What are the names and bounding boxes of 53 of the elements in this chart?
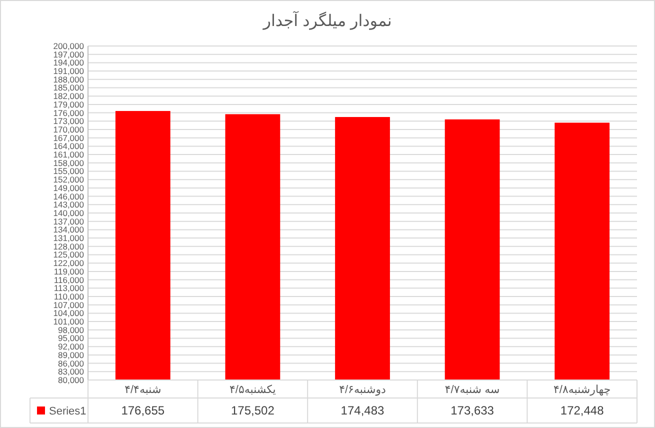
data-label: 173,633 xyxy=(450,404,494,418)
y-tick-label: 164,000 xyxy=(53,141,84,152)
y-tick-label: 128,000 xyxy=(53,241,84,252)
y-tick-label: 125,000 xyxy=(53,250,84,260)
x-tick-label: دوشنبه۴/۶ xyxy=(339,384,386,396)
y-tick-label: 200,000 xyxy=(53,40,84,51)
y-tick-label: 182,000 xyxy=(53,91,84,102)
x-tick-label: چهارشنبه۴/۸ xyxy=(554,384,611,396)
y-tick-label: 179,000 xyxy=(53,99,84,110)
y-tick-label: 122,000 xyxy=(53,258,84,268)
y-tick-label: 101,000 xyxy=(53,316,84,327)
data-label: 174,483 xyxy=(340,404,385,418)
y-tick-label: 98,000 xyxy=(58,324,84,335)
y-tick-label: 197,000 xyxy=(53,49,84,60)
data-label: 172,448 xyxy=(560,404,604,418)
y-tick-label: 173,000 xyxy=(53,116,84,126)
y-tick-label: 119,000 xyxy=(54,266,84,276)
y-tick-label: 176,000 xyxy=(53,108,84,118)
y-tick-label: 92,000 xyxy=(58,342,84,352)
y-tick-label: 107,000 xyxy=(53,300,84,310)
y-tick-label: 110,000 xyxy=(54,291,84,302)
y-tick-label: 149,000 xyxy=(53,182,84,193)
data-label: 176,655 xyxy=(121,404,165,418)
y-tick-label: 131,000 xyxy=(53,233,84,244)
y-tick-label: 161,000 xyxy=(53,150,84,160)
x-tick-label: یکشنبه۴/۵ xyxy=(230,384,276,396)
y-tick-label: 95,000 xyxy=(58,333,84,344)
y-tick-label: 146,000 xyxy=(53,191,84,202)
legend-label: Series1 xyxy=(49,405,86,418)
y-tick-label: 89,000 xyxy=(58,350,84,360)
y-tick-label: 104,000 xyxy=(53,308,84,318)
x-tick-label: سه شنبه۴/۷ xyxy=(444,384,500,396)
y-tick-label: 134,000 xyxy=(53,224,84,235)
y-tick-label: 167,000 xyxy=(53,132,84,143)
y-tick-label: 191,000 xyxy=(53,66,84,76)
y-tick-label: 170,000 xyxy=(53,124,84,134)
y-tick-label: 80,000 xyxy=(58,374,84,385)
y-tick-label: 152,000 xyxy=(53,174,84,185)
y-tick-label: 113,000 xyxy=(54,283,84,294)
data-label: 175,502 xyxy=(231,404,275,418)
y-tick-label: 188,000 xyxy=(53,74,84,84)
y-tick-label: 158,000 xyxy=(53,158,84,168)
x-tick-label: شنبه۴/۴ xyxy=(124,384,162,396)
y-tick-label: 185,000 xyxy=(53,82,84,93)
y-tick-label: 155,000 xyxy=(53,166,84,176)
y-tick-label: 194,000 xyxy=(53,58,84,68)
y-tick-label: 86,000 xyxy=(58,358,84,368)
y-tick-label: 83,000 xyxy=(58,366,84,377)
y-tick-label: 143,000 xyxy=(53,200,84,210)
chart-title: نمودار میلگرد آجدار xyxy=(262,10,392,30)
y-tick-label: 137,000 xyxy=(53,216,84,226)
y-tick-label: 140,000 xyxy=(53,208,84,218)
y-tick-label: 116,000 xyxy=(54,274,84,285)
